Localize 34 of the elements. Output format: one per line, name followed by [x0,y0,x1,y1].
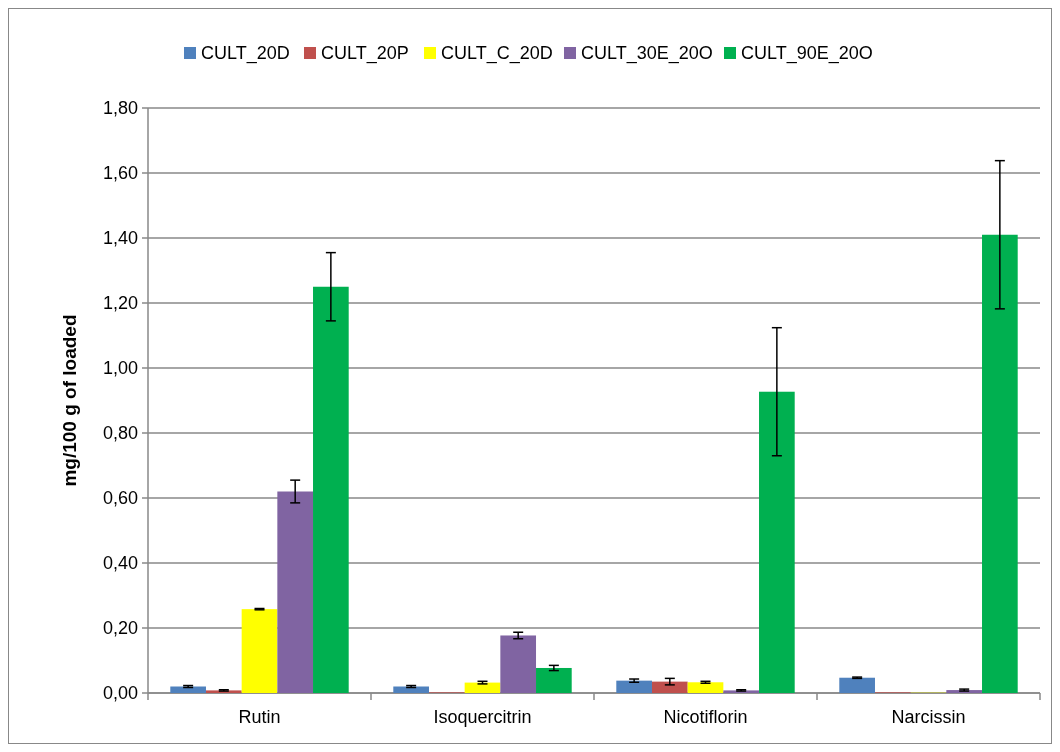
bar [170,686,206,693]
x-tick-label: Isoquercitrin [433,707,532,727]
bar [536,667,572,693]
y-tick-label: 1,20 [102,293,138,314]
x-tick-label: Narcissin [891,707,966,727]
y-tick-label: 0,20 [102,618,138,639]
y-tick-label: 1,00 [102,358,138,379]
legend-label: CULT_20D [201,43,290,65]
y-tick-label: 0,00 [102,683,138,704]
y-tick-label: 1,80 [102,98,138,119]
bar [759,391,795,693]
legend-label: CULT_20P [321,43,409,65]
bar [687,682,724,693]
bar [651,681,688,693]
y-tick-label: 1,60 [102,163,138,184]
y-tick-label: 1,40 [102,228,138,249]
bar [313,286,349,693]
bar [393,686,429,693]
bar [839,677,875,693]
bar [277,491,314,693]
bar [616,680,652,693]
x-tick-label: Nicotiflorin [663,707,748,727]
y-tick-label: 0,80 [102,423,138,444]
y-tick-label: 0,60 [102,488,138,509]
bar [241,609,278,693]
x-tick-label: Rutin [238,707,281,727]
y-tick-label: 0,40 [102,553,138,574]
legend-label: CULT_30E_20O [581,43,713,65]
bar [464,682,501,693]
legend-label: CULT_C_20D [441,43,553,65]
bar [500,635,537,693]
bar [982,234,1018,693]
y-axis-title: mg/100 g of loaded [59,314,80,487]
legend-label: CULT_90E_20O [741,43,873,65]
